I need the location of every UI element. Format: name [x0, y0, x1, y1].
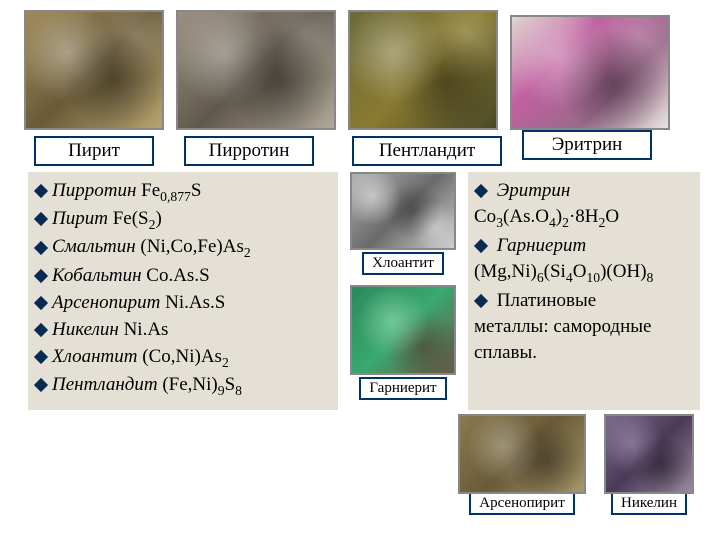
garnierite-image	[350, 285, 456, 375]
chloanthite-label: Хлоантит	[362, 252, 444, 275]
pentlandite-image	[348, 10, 498, 130]
nickeline-image	[604, 414, 694, 494]
pyrrhotite-image	[176, 10, 336, 130]
list-item: Пентландит (Fe,Ni)9S8	[34, 372, 332, 400]
pyrrhotite-label: Пирротин	[184, 136, 314, 166]
nickeline-label: Никелин	[611, 492, 687, 515]
list-item: Пирит Fe(S2)	[34, 206, 332, 234]
list-item: Смальтин (Ni,Co,Fe)As2	[34, 234, 332, 262]
garnierite-label: Гарниерит	[359, 377, 446, 400]
pentlandite-label: Пентландит	[352, 136, 502, 166]
pyrite-image	[24, 10, 164, 130]
chloanthite-image	[350, 172, 456, 250]
mineral-formula-list-right: ЭритринCo3(As.O4)2·8H2O Гарниерит(Mg,Ni)…	[468, 172, 700, 410]
list-item: Кобальтин Co.As.S	[34, 263, 332, 290]
arsenopyrite-image	[458, 414, 586, 494]
mineral-formula-list-left: Пирротин Fe0,877SПирит Fe(S2)Смальтин (N…	[28, 172, 338, 410]
pyrite-label: Пирит	[34, 136, 154, 166]
list-item: Пирротин Fe0,877S	[34, 178, 332, 206]
erythrine-image	[510, 15, 670, 130]
arsenopyrite-label: Арсенопирит	[469, 492, 575, 515]
list-item: Арсенопирит Ni.As.S	[34, 290, 332, 317]
erythrine-label: Эритрин	[522, 130, 652, 160]
list-item: Никелин Ni.As	[34, 317, 332, 344]
list-item: Хлоантит (Co,Ni)As2	[34, 344, 332, 372]
